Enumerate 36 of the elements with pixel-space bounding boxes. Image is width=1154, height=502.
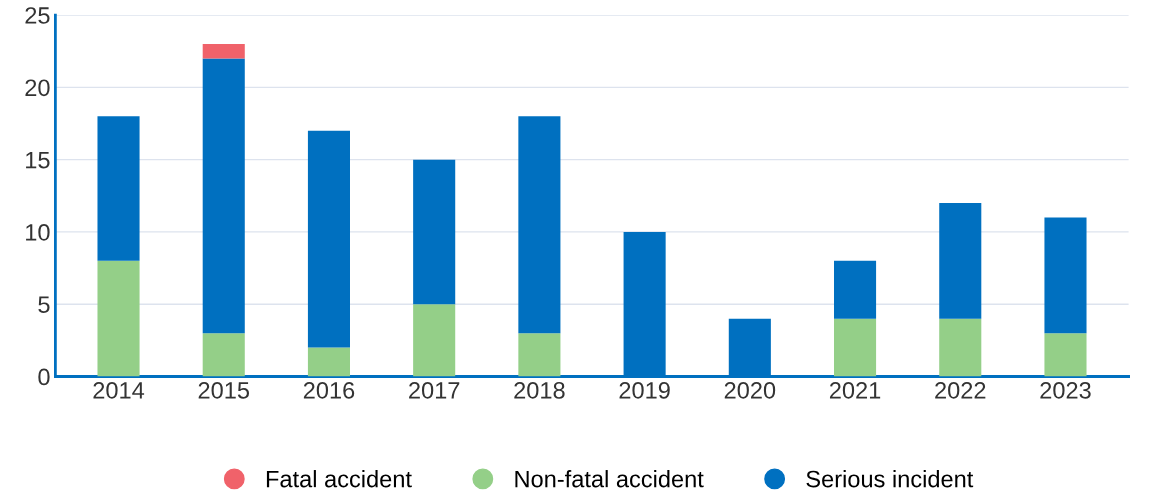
x-tick-label: 2022	[935, 381, 986, 399]
legend-label: Fatal accident	[266, 470, 412, 488]
bar	[1044, 217, 1087, 334]
bar	[413, 304, 456, 377]
bar	[939, 318, 982, 377]
y-tick-label: 25	[25, 7, 50, 24]
bar	[518, 333, 561, 377]
bar	[97, 116, 140, 261]
x-tick-label: 2017	[409, 381, 460, 399]
bar	[834, 260, 877, 319]
x-tick-label: 2015	[198, 381, 250, 399]
bar	[413, 159, 456, 305]
bar	[97, 260, 140, 377]
x-tick-label: 2018	[514, 381, 565, 399]
legend-label: Non-fatal accident	[515, 470, 704, 488]
y-tick-label: 10	[26, 223, 50, 241]
legend-label: Serious incident	[806, 470, 974, 488]
y-tick-label: 5	[38, 296, 50, 313]
x-tick-label: 2014	[93, 381, 145, 399]
bar	[202, 43, 245, 59]
bar	[939, 203, 982, 319]
bar	[1044, 333, 1087, 377]
bar	[307, 347, 350, 377]
x-tick-label: 2020	[724, 381, 776, 399]
y-tick-label: 20	[25, 79, 50, 97]
x-tick-label: 2016	[303, 381, 355, 399]
y-tick-label: 15	[26, 151, 50, 169]
x-tick-label: 2023	[1040, 381, 1091, 399]
y-tick-label: 0	[38, 368, 50, 386]
bar	[518, 116, 561, 334]
bar	[202, 58, 245, 334]
bar	[202, 333, 245, 377]
bar	[307, 130, 350, 348]
bar	[834, 318, 877, 377]
x-tick-label: 2019	[619, 381, 670, 399]
x-tick-label: 2021	[829, 381, 881, 399]
